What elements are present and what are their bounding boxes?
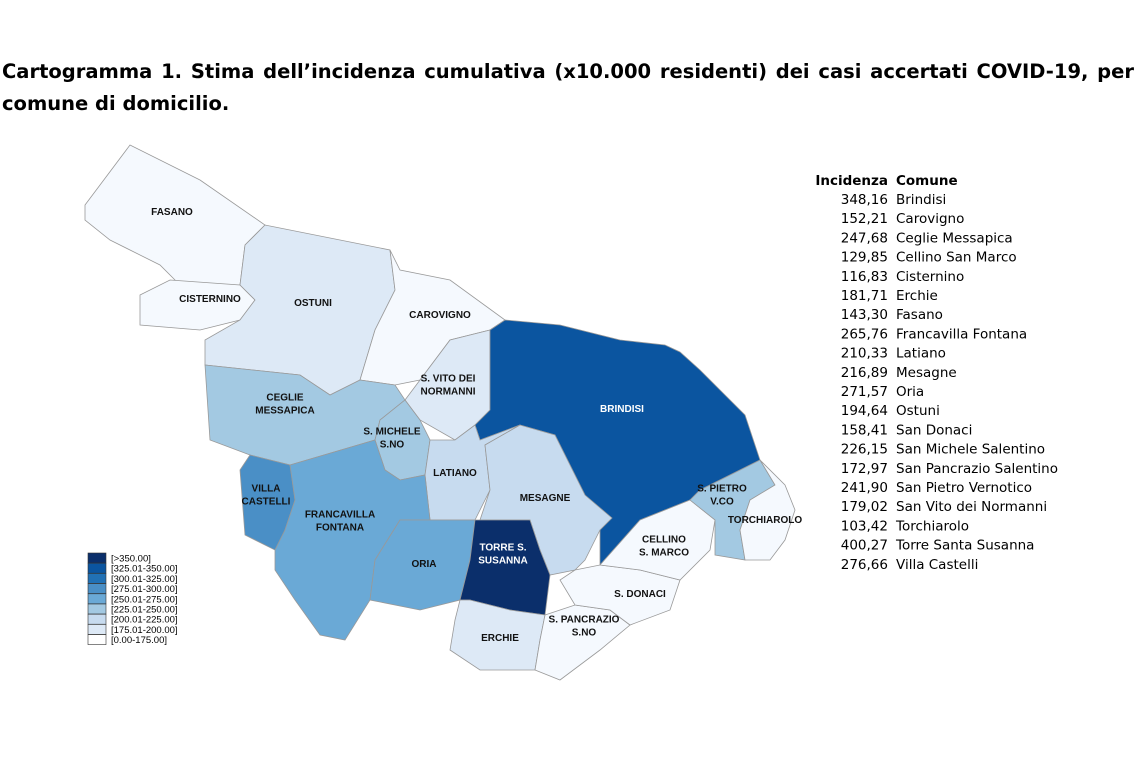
region-label: S. PANCRAZIO [549, 615, 620, 626]
municipality: Villa Castelli [896, 557, 978, 573]
incidence-value: 194,64 [841, 403, 888, 419]
region-label: S. MARCO [639, 548, 689, 559]
region-label: CAROVIGNO [409, 310, 471, 321]
incidence-value: 216,89 [841, 365, 888, 381]
incidence-value: 158,41 [841, 422, 888, 438]
region-label: V.CO [710, 497, 734, 508]
legend-label: [0.00-175.00] [111, 635, 167, 646]
region-label: CASTELLI [242, 497, 291, 508]
legend-swatch [87, 634, 107, 645]
incidence-value: 210,33 [841, 346, 888, 362]
legend-swatch [87, 583, 107, 594]
region [739, 459, 796, 561]
legend-label: [200.01-225.00] [111, 615, 178, 626]
region-label: BRINDISI [600, 404, 644, 415]
municipality: Brindisi [896, 192, 946, 208]
municipality: Ceglie Messapica [896, 230, 1013, 246]
municipality: Carovigno [896, 211, 964, 227]
region-label: ORIA [412, 559, 437, 570]
region-label: ERCHIE [481, 633, 519, 644]
title: Cartogramma 1. Stima dell’incidenza cumu… [2, 60, 1134, 115]
region-label: S. PIETRO [697, 484, 747, 495]
table-header: Comune [896, 173, 958, 189]
region-label: S.NO [572, 628, 597, 639]
region-label: CELLINO [642, 535, 686, 546]
municipality: Fasano [896, 307, 943, 323]
municipality: San Michele Salentino [896, 442, 1045, 458]
legend-label: [300.01-325.00] [111, 574, 178, 585]
legend-swatch [87, 624, 107, 635]
incidence-value: 129,85 [841, 250, 888, 266]
incidence-value: 179,02 [841, 499, 888, 515]
municipality: Latiano [896, 346, 946, 362]
legend-swatch [87, 613, 107, 625]
incidence-value: 241,90 [841, 480, 888, 496]
region-label: S. MICHELE [363, 427, 421, 438]
region-label: OSTUNI [294, 298, 332, 309]
region-label: MESSAPICA [255, 406, 314, 417]
legend-swatch [87, 573, 107, 584]
municipality: Torre Santa Susanna [895, 538, 1034, 554]
legend-label: [325.01-350.00] [111, 564, 178, 575]
municipality: Cellino San Marco [896, 250, 1017, 266]
incidence-value: 400,27 [841, 538, 888, 554]
region-label: TORRE S. [479, 543, 526, 554]
municipality: San Donaci [896, 422, 972, 438]
region-label: FRANCAVILLA [305, 510, 375, 521]
incidence-value: 226,15 [841, 442, 888, 458]
region-label: S. VITO DEI [421, 374, 476, 385]
incidence-value: 181,71 [841, 288, 888, 304]
region-label: TORCHIAROLO [728, 515, 802, 526]
municipality: San Vito dei Normanni [896, 499, 1047, 515]
table-header: Incidenza [815, 173, 888, 189]
municipality: Francavilla Fontana [896, 326, 1027, 342]
legend-swatch [87, 593, 107, 605]
legend-swatch [87, 603, 107, 615]
region [599, 499, 716, 581]
legend-label: [175.01-200.00] [111, 625, 178, 636]
incidence-value: 348,16 [841, 192, 888, 208]
region-label: CEGLIE [266, 393, 304, 404]
region-label: SUSANNA [478, 556, 527, 567]
legend-label: [250.01-275.00] [111, 594, 178, 605]
incidence-value: 276,66 [841, 557, 888, 573]
municipality: Mesagne [896, 365, 957, 381]
region-label: MESAGNE [520, 493, 571, 504]
incidence-value: 247,68 [841, 230, 888, 246]
municipality: Ostuni [896, 403, 940, 419]
municipality: San Pietro Vernotico [896, 480, 1032, 496]
region-label: VILLA [252, 484, 281, 495]
region-label: NORMANNI [421, 387, 476, 398]
legend-label: [>350.00] [111, 554, 151, 565]
region-label: S. DONACI [614, 589, 666, 600]
region-label: CISTERNINO [179, 294, 241, 305]
region-label: FASANO [151, 207, 193, 218]
incidence-value: 265,76 [841, 326, 888, 342]
legend-swatch [87, 562, 107, 574]
incidence-value: 116,83 [841, 269, 888, 285]
municipality: Torchiarolo [895, 518, 969, 534]
region-label: S.NO [380, 440, 405, 451]
incidence-value: 172,97 [841, 461, 888, 477]
legend-label: [225.01-250.00] [111, 605, 178, 616]
incidence-value: 271,57 [841, 384, 888, 400]
municipality: Erchie [896, 288, 938, 304]
incidence-value: 152,21 [841, 211, 888, 227]
incidence-value: 143,30 [841, 307, 888, 323]
region-label: FONTANA [316, 523, 364, 534]
municipality: Oria [896, 384, 924, 400]
municipality: San Pancrazio Salentino [896, 461, 1058, 477]
legend-label: [275.01-300.00] [111, 584, 178, 595]
legend-swatch [87, 552, 107, 564]
incidence-value: 103,42 [841, 518, 888, 534]
region-label: LATIANO [433, 468, 477, 479]
municipality: Cisternino [896, 269, 964, 285]
